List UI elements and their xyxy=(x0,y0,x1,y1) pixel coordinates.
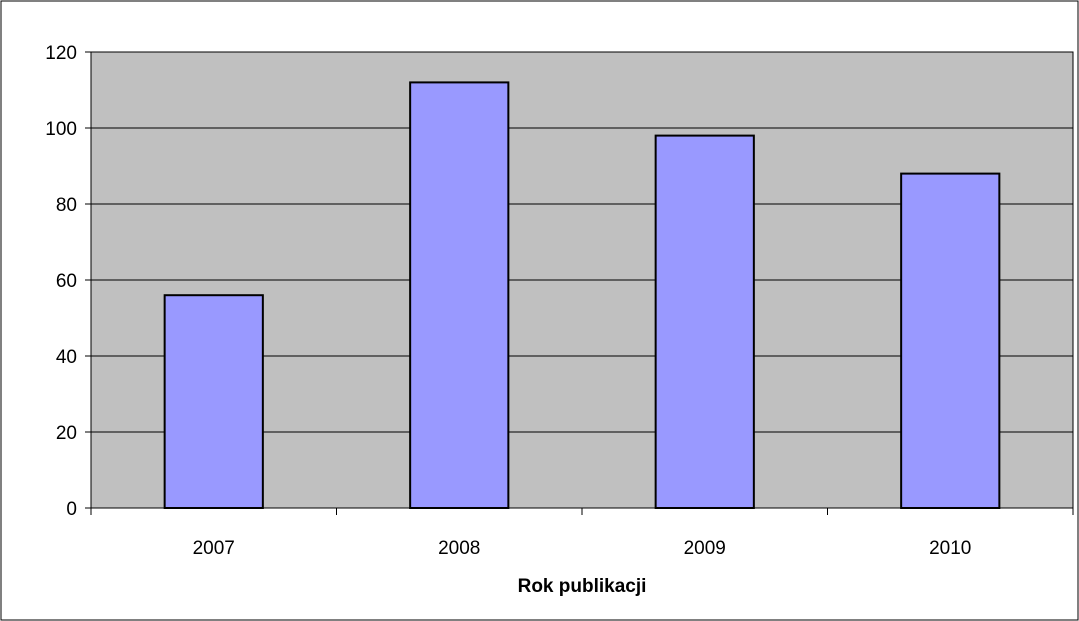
axes xyxy=(85,51,1074,515)
x-tick-labels: 2007 2008 2009 2010 xyxy=(193,538,972,559)
bars xyxy=(163,81,1001,510)
bar-2008 xyxy=(409,81,510,510)
y-tick-label: 100 xyxy=(45,119,77,140)
x-tick-label: 2007 xyxy=(193,538,235,559)
y-tick-labels: 0 20 40 60 80 100 120 xyxy=(45,43,77,520)
y-tick-label: 80 xyxy=(56,195,77,216)
bar-2009 xyxy=(654,134,755,509)
y-tick-label: 40 xyxy=(56,347,77,368)
x-tick-label: 2010 xyxy=(929,538,971,559)
x-axis-title: Rok publikacji xyxy=(518,576,647,597)
y-tick-label: 0 xyxy=(66,499,77,520)
x-tick-label: 2008 xyxy=(438,538,480,559)
y-tick-label: 60 xyxy=(56,271,77,292)
bar-2010 xyxy=(900,172,1001,509)
y-tick-label: 20 xyxy=(56,423,77,444)
x-tick-label: 2009 xyxy=(684,538,726,559)
y-tick-label: 120 xyxy=(45,43,77,64)
bar-2007 xyxy=(163,294,264,510)
